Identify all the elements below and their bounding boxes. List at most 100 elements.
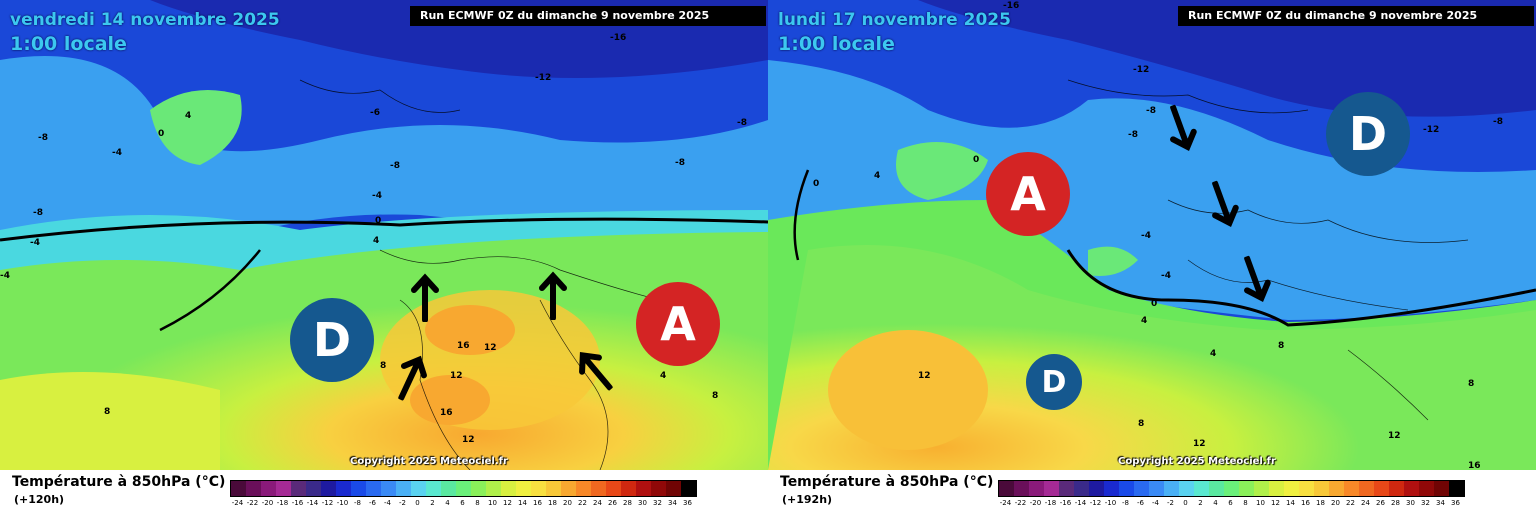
scale-swatch	[1074, 481, 1089, 496]
scale-tick-label: -10	[336, 499, 349, 507]
scale-tick-label: -8	[1122, 499, 1129, 507]
color-scale-labels: -24 -22 -20 -18 -16 -14 -12 -10 -8 -6 -4 -2 0 2 4 6 8 10 1…	[998, 499, 1463, 507]
color-scale-labels: -24 -22 -20 -18 -16 -14 -12 -10 -8 -6 -4 -2 0 2 4 6 8 10 1…	[230, 499, 695, 507]
scale-tick-label: 16	[533, 499, 542, 507]
scale-swatch	[1014, 481, 1029, 496]
color-scale	[998, 480, 1465, 497]
arrow-down-icon	[1244, 255, 1271, 303]
scale-tick-label: 6	[460, 499, 465, 507]
scale-tick-label: 4	[445, 499, 450, 507]
scale-tick-label: 2	[1198, 499, 1203, 507]
copyright-notice: Copyright 2025 Meteociel.fr	[350, 456, 508, 467]
scale-swatch	[516, 481, 531, 496]
scale-tick-label: 24	[1361, 499, 1370, 507]
scale-swatch	[1194, 481, 1209, 496]
scale-tick-label: 32	[1421, 499, 1430, 507]
scale-swatch	[1284, 481, 1299, 496]
contour-label: 8	[1138, 419, 1144, 429]
scale-swatch	[396, 481, 411, 496]
scale-tick-label: -2	[399, 499, 406, 507]
scale-swatch	[1119, 481, 1134, 496]
contour-label: 12	[462, 435, 475, 445]
contour-label: -4	[372, 191, 382, 201]
contour-label: -4	[112, 148, 122, 158]
contour-label: 12	[484, 343, 497, 353]
scale-tick-label: 10	[1256, 499, 1265, 507]
depression-marker: D	[290, 298, 374, 382]
scale-swatch	[1149, 481, 1164, 496]
scale-tick-label: 18	[1316, 499, 1325, 507]
contour-label: 8	[712, 391, 718, 401]
contour-label: 0	[973, 155, 979, 165]
contour-label: 4	[1141, 316, 1147, 326]
contour-label: 4	[373, 236, 379, 246]
scale-tick-label: -20	[261, 499, 274, 507]
scale-tick-label: 16	[1301, 499, 1310, 507]
scale-swatch	[1029, 481, 1044, 496]
arrow-up-icon	[579, 352, 613, 391]
arrow-up-icon	[398, 355, 427, 401]
scale-tick-label: 6	[1228, 499, 1233, 507]
scale-tick-label: -24	[999, 499, 1012, 507]
scale-swatch	[621, 481, 636, 496]
contour-label: 0	[1151, 299, 1157, 309]
scale-swatch	[1089, 481, 1104, 496]
anticyclone-marker: A	[986, 152, 1070, 236]
scale-swatch	[351, 481, 366, 496]
contour-label: 8	[1468, 379, 1474, 389]
scale-swatch	[336, 481, 351, 496]
scale-swatch	[606, 481, 621, 496]
legend-title: Température à 850hPa (°C)	[12, 474, 226, 490]
scale-tick-label: 30	[1406, 499, 1415, 507]
scale-swatch	[231, 481, 246, 496]
scale-tick-label: 20	[563, 499, 572, 507]
scale-tick-label: 32	[653, 499, 662, 507]
scale-swatch	[1179, 481, 1194, 496]
forecast-date: vendredi 14 novembre 2025	[10, 10, 280, 30]
forecast-time: 1:00 locale	[10, 33, 127, 55]
arrow-down-icon	[1212, 180, 1239, 228]
contour-label: 12	[1193, 439, 1206, 449]
scale-tick-label: 0	[415, 499, 420, 507]
scale-swatch	[321, 481, 336, 496]
scale-swatch	[576, 481, 591, 496]
contour-label: -8	[1146, 106, 1156, 116]
scale-swatch	[261, 481, 276, 496]
scale-swatch	[1104, 481, 1119, 496]
arrow-up-icon	[411, 273, 439, 322]
contour-label: -8	[1493, 117, 1503, 127]
scale-tick-label: -16	[1059, 499, 1072, 507]
scale-swatch	[1254, 481, 1269, 496]
scale-swatch	[666, 481, 681, 496]
scale-swatch	[276, 481, 291, 496]
scale-swatch	[486, 481, 501, 496]
scale-swatch	[561, 481, 576, 496]
scale-tick-label: 36	[683, 499, 692, 507]
contour-label: -6	[370, 108, 380, 118]
scale-tick-label: 30	[638, 499, 647, 507]
scale-tick-label: -8	[354, 499, 361, 507]
contour-label: 4	[660, 371, 666, 381]
scale-swatch	[681, 481, 696, 496]
scale-tick-label: -20	[1029, 499, 1042, 507]
scale-swatch	[246, 481, 261, 496]
contour-label: -8	[737, 118, 747, 128]
scale-tick-label: 18	[548, 499, 557, 507]
copyright-notice: Copyright 2025 Meteociel.fr	[1118, 456, 1276, 467]
scale-tick-label: 2	[430, 499, 435, 507]
scale-tick-label: 14	[518, 499, 527, 507]
scale-tick-label: -18	[1044, 499, 1057, 507]
contour-label: 4	[874, 171, 880, 181]
scale-tick-label: -2	[1167, 499, 1174, 507]
contour-label: 16	[440, 408, 453, 418]
contour-label: 8	[1278, 341, 1284, 351]
scale-tick-label: 28	[1391, 499, 1400, 507]
scale-tick-label: -18	[276, 499, 289, 507]
contour-label: 0	[813, 179, 819, 189]
scale-tick-label: 28	[623, 499, 632, 507]
scale-tick-label: -14	[306, 499, 319, 507]
scale-swatch	[441, 481, 456, 496]
run-info: Run ECMWF 0Z du dimanche 9 novembre 2025	[410, 6, 766, 26]
scale-swatch	[546, 481, 561, 496]
scale-swatch	[366, 481, 381, 496]
